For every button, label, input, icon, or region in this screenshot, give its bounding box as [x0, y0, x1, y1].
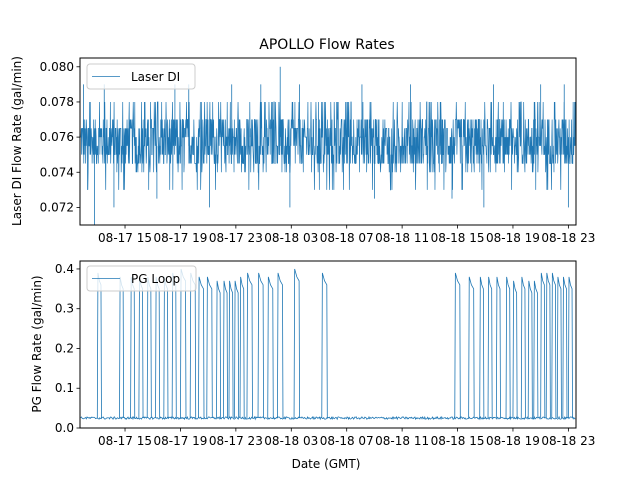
y-tick-label: 0.076	[40, 130, 74, 144]
pg-loop-pulse	[321, 272, 328, 419]
pg-loop-pulse	[257, 272, 264, 419]
pg-loop-pulse	[495, 276, 501, 419]
x-tick-label: 08-18 15	[431, 231, 485, 245]
x-tick-label: 08-18 23	[541, 231, 595, 245]
pg-loop-x-ticks: 08-17 15 08-17 19 08-17 23 08-18 03 08-18 07…	[98, 428, 595, 448]
pg-loop-pulse	[163, 276, 169, 419]
pg-loop-pulse	[189, 272, 197, 419]
x-tick-label: 08-17 15	[98, 434, 152, 448]
y-tick-label: 0.1	[55, 381, 74, 395]
pg-loop-pulse	[234, 280, 240, 419]
laser-di-y-axis-label: Laser DI Flow Rate (gal/min)	[10, 56, 24, 226]
pg-loop-pulse	[223, 280, 228, 419]
pg-loop-pulse	[277, 272, 284, 419]
laser-di-legend-label: Laser DI	[131, 70, 180, 84]
y-tick-label: 0.074	[40, 165, 74, 179]
x-tick-label: 08-18 11	[375, 231, 429, 245]
laser-di-y-ticks: 0.072 0.074 0.076 0.078 0.080	[40, 60, 80, 214]
pg-loop-pulse	[216, 280, 222, 419]
x-tick-label: 08-18 03	[264, 434, 318, 448]
axes-pg-loop: 0.0 0.1 0.2 0.3 0.4 08-17 15 08-17 19 08-17 23…	[30, 260, 595, 471]
laser-di-x-ticks: 08-17 15 08-17 19 08-17 23 08-18 03 08-18 07…	[98, 225, 595, 245]
pg-loop-pulse	[520, 276, 526, 419]
pg-loop-pulse	[512, 280, 518, 419]
pg-loop-pulse	[206, 276, 213, 419]
pg-loop-pulse	[567, 276, 573, 419]
pg-loop-pulse	[454, 272, 461, 419]
pg-loop-pulse	[505, 276, 511, 419]
y-tick-label: 0.080	[40, 60, 74, 74]
pg-loop-pulse	[533, 280, 539, 419]
y-tick-label: 0.0	[55, 421, 74, 435]
pg-loop-pulse	[96, 272, 102, 419]
laser-di-legend-box	[86, 63, 196, 90]
chart-title: APOLLO Flow Rates	[259, 37, 394, 53]
pg-loop-pulse	[551, 272, 557, 419]
pg-loop-y-axis-label: PG Flow Rate (gal/min)	[30, 275, 44, 412]
x-tick-label: 08-18 07	[320, 231, 374, 245]
x-tick-label: 08-18 03	[264, 231, 318, 245]
pg-loop-pulse	[540, 272, 546, 419]
pg-loop-pulse	[527, 280, 533, 419]
x-tick-label: 08-17 15	[98, 231, 152, 245]
x-tick-label: 08-17 19	[153, 434, 207, 448]
pg-loop-pulse	[545, 272, 551, 419]
x-tick-label: 08-17 19	[153, 231, 207, 245]
pg-loop-pulse	[138, 276, 144, 419]
y-tick-label: 0.072	[40, 200, 74, 214]
pg-loop-pulse	[246, 272, 253, 419]
pg-loop-legend: PG Loop	[86, 265, 197, 292]
y-tick-label: 0.2	[55, 341, 74, 355]
x-tick-label: 08-18 07	[320, 434, 374, 448]
x-tick-label: 08-18 15	[431, 434, 485, 448]
pg-loop-legend-box	[86, 265, 197, 292]
pg-loop-y-ticks: 0.0 0.1 0.2 0.3 0.4	[55, 262, 80, 435]
x-tick-label: 08-18 11	[375, 434, 429, 448]
pg-loop-pulse	[487, 276, 493, 419]
y-tick-label: 0.3	[55, 302, 74, 316]
pg-loop-pulse	[562, 276, 568, 419]
x-tick-label: 08-18 19	[486, 434, 540, 448]
pg-loop-pulse	[239, 276, 245, 419]
laser-di-legend: Laser DI	[86, 63, 196, 90]
pg-loop-pulse	[479, 276, 485, 419]
x-tick-label: 08-18 19	[486, 231, 540, 245]
pg-loop-pulse	[228, 280, 234, 419]
pg-loop-pulse	[468, 276, 475, 419]
pg-loop-pulse	[119, 276, 125, 419]
laser-di-series-line	[80, 101, 576, 191]
pg-loop-pulse	[198, 276, 205, 419]
laser-di-axes-frame	[79, 57, 577, 226]
pg-loop-pulse	[171, 272, 177, 419]
x-tick-label: 08-17 23	[209, 434, 263, 448]
pg-loop-pulse	[556, 276, 562, 419]
laser-di-plot-area	[80, 66, 576, 225]
x-tick-label: 08-18 23	[541, 434, 595, 448]
pg-loop-axes-frame	[79, 260, 577, 429]
pg-loop-pulse	[146, 276, 152, 419]
x-axis-label: Date (GMT)	[292, 457, 361, 471]
pg-loop-legend-label: PG Loop	[131, 272, 180, 286]
y-tick-label: 0.078	[40, 95, 74, 109]
x-tick-label: 08-17 23	[209, 231, 263, 245]
pg-loop-pulse	[267, 276, 274, 419]
pg-loop-pulse	[155, 276, 161, 419]
pg-loop-pulse	[293, 268, 300, 419]
y-tick-label: 0.4	[55, 262, 74, 276]
pg-loop-pulse	[130, 276, 136, 419]
pg-loop-baseline	[80, 415, 576, 421]
